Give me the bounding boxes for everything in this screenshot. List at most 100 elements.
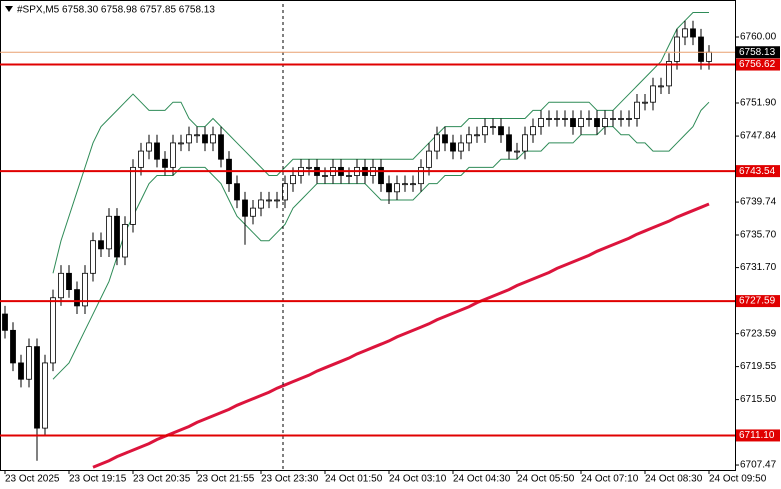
- x-tick-label: 24 Oct 05:50: [517, 474, 575, 485]
- candle-body: [178, 142, 184, 145]
- candle-body: [570, 118, 576, 128]
- candle-body: [58, 272, 64, 299]
- chart-title: #SPX,M5: [17, 5, 60, 16]
- candle-body: [82, 272, 88, 307]
- candle-body: [602, 118, 608, 128]
- x-tick-label: 23 Oct 2025: [5, 474, 60, 485]
- level-tag: [736, 58, 780, 71]
- candle-body: [26, 346, 32, 380]
- y-tick-label: 6731.70: [740, 262, 777, 273]
- candle-body: [130, 166, 136, 225]
- candle-body: [170, 142, 176, 168]
- y-tick-label: 6723.59: [740, 328, 777, 339]
- y-tick-label: 6747.84: [740, 131, 777, 142]
- level-label: 6727.59: [739, 296, 776, 307]
- level-label: 6711.10: [739, 430, 775, 441]
- candle-body: [10, 329, 16, 364]
- candle-body: [410, 183, 416, 186]
- candle-body: [346, 175, 352, 177]
- candle-body: [290, 175, 296, 185]
- price-tag: [736, 46, 780, 59]
- candle-body: [162, 158, 168, 168]
- x-tick-label: 24 Oct 07:10: [581, 474, 639, 485]
- candle-body: [34, 346, 40, 429]
- candle-body: [274, 199, 280, 202]
- x-tick-label: 24 Oct 04:30: [453, 474, 511, 485]
- candle-body: [402, 183, 408, 186]
- candle-body: [266, 199, 272, 202]
- candle-body: [554, 118, 560, 120]
- candle-body: [682, 28, 688, 38]
- level-label: 6743.54: [739, 166, 776, 177]
- candle-body: [2, 313, 8, 331]
- candle-body: [194, 134, 200, 137]
- candle-body: [202, 134, 208, 144]
- candle-body: [418, 166, 424, 185]
- bollinger-lower: [52, 101, 710, 380]
- x-tick-label: 23 Oct 23:30: [261, 474, 319, 485]
- candle-body: [498, 126, 504, 136]
- candle-body: [578, 118, 584, 128]
- candle-body: [210, 134, 216, 144]
- candle-body: [242, 199, 248, 217]
- candle-body: [74, 289, 80, 307]
- candle-body: [258, 199, 264, 209]
- candle-body: [114, 215, 120, 258]
- candle-body: [234, 183, 240, 201]
- candle-body: [658, 85, 664, 88]
- candle-body: [530, 126, 536, 136]
- candle-body: [106, 215, 112, 250]
- x-tick-label: 24 Oct 01:50: [325, 474, 383, 485]
- candle-body: [122, 224, 128, 258]
- candle-body: [218, 134, 224, 160]
- candle-body: [386, 183, 392, 193]
- candle-body: [522, 134, 528, 152]
- candle-body: [442, 134, 448, 144]
- candle-body: [562, 118, 568, 120]
- candle-body: [482, 126, 488, 136]
- x-tick-label: 24 Oct 09:50: [709, 474, 767, 485]
- candle-body: [650, 85, 656, 103]
- candle-body: [426, 150, 432, 168]
- level-tag: [736, 429, 780, 442]
- x-tick-label: 24 Oct 08:30: [645, 474, 703, 485]
- candle-body: [586, 118, 592, 120]
- x-tick-label: 23 Oct 19:15: [69, 474, 127, 485]
- candle-body: [90, 240, 96, 274]
- candle-body: [642, 101, 648, 104]
- x-tick-label: 23 Oct 21:55: [197, 474, 255, 485]
- moving-average: [92, 202, 710, 469]
- candle-body: [18, 362, 24, 380]
- candle-body: [538, 118, 544, 128]
- ohlc-readout: 6758.30 6758.98 6757.85 6758.13: [62, 5, 215, 16]
- candle-body: [186, 134, 192, 144]
- level-label: 6756.62: [739, 59, 776, 70]
- candle-body: [50, 297, 56, 364]
- candle-body: [618, 118, 624, 120]
- candle-body: [698, 36, 704, 62]
- candle-body: [546, 118, 552, 120]
- candle-body: [514, 150, 520, 153]
- candle-body: [138, 150, 144, 168]
- candle-body: [250, 207, 256, 217]
- y-tick-label: 6719.55: [740, 361, 777, 372]
- level-tag: [736, 295, 780, 308]
- y-tick-label: 6739.74: [740, 197, 777, 208]
- x-tick-label: 23 Oct 20:35: [133, 474, 191, 485]
- level-tag: [736, 165, 780, 178]
- candle-body: [378, 166, 384, 185]
- x-tick-label: 24 Oct 03:10: [389, 474, 447, 485]
- candle-body: [594, 118, 600, 128]
- candle-body: [146, 142, 152, 152]
- candle-body: [154, 142, 160, 160]
- candle-body: [610, 118, 616, 120]
- candle-body: [98, 240, 104, 250]
- candle-body: [450, 142, 456, 152]
- candle-body: [674, 36, 680, 62]
- collapse-icon[interactable]: [5, 6, 13, 12]
- candle-body: [474, 134, 480, 137]
- candle-body: [306, 166, 312, 169]
